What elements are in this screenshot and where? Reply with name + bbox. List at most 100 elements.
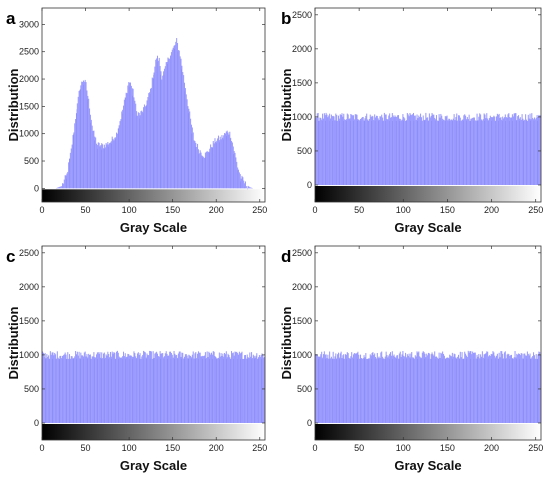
- histogram-bar: [486, 113, 488, 185]
- histogram-bar: [458, 115, 460, 185]
- histogram-bar: [199, 150, 201, 189]
- histogram-bar: [123, 99, 125, 189]
- histogram-bar: [443, 353, 445, 423]
- histogram-bar: [500, 117, 502, 185]
- histogram-bar: [246, 354, 248, 423]
- histogram-bar: [375, 117, 377, 185]
- x-axis-label: Gray Scale: [394, 458, 461, 473]
- histogram-bar: [229, 357, 231, 423]
- histogram-bar: [150, 87, 152, 189]
- histogram-bar: [236, 351, 238, 423]
- x-tick-label: 200: [484, 205, 499, 215]
- histogram-bar: [207, 357, 209, 423]
- histogram-bar: [324, 354, 326, 423]
- histogram-bar: [237, 167, 239, 189]
- histogram-bar: [335, 113, 337, 185]
- histogram-bar: [223, 135, 225, 189]
- x-tick-label: 100: [396, 443, 411, 453]
- histogram-bar: [177, 50, 179, 189]
- y-tick-label: 2500: [292, 248, 312, 258]
- histogram-bar: [96, 145, 98, 189]
- histogram-bar: [415, 119, 417, 185]
- histogram-bar: [491, 117, 493, 185]
- histogram-bar: [352, 115, 354, 185]
- histogram-bar: [476, 354, 478, 423]
- histogram-bar: [60, 355, 62, 423]
- histogram-bar: [456, 113, 458, 185]
- histogram-bar: [400, 120, 402, 185]
- histogram-bar: [385, 351, 387, 423]
- histogram-bar: [529, 353, 531, 423]
- histogram-bar: [426, 117, 428, 185]
- histogram-bar: [120, 357, 122, 423]
- histogram-bar: [179, 56, 181, 189]
- histogram-bar: [211, 354, 213, 423]
- histogram-bar: [136, 115, 138, 189]
- histogram-bar: [477, 120, 479, 185]
- histogram-bar: [435, 356, 437, 423]
- histogram-bar: [432, 114, 434, 185]
- histogram-bar: [63, 179, 65, 189]
- histogram-bar: [118, 356, 120, 423]
- histogram-bar: [373, 120, 375, 185]
- histogram-bar: [105, 354, 107, 423]
- histogram-bar: [139, 353, 141, 423]
- histogram-bar: [176, 38, 178, 189]
- histogram-bar: [174, 44, 176, 189]
- histogram-bar: [183, 356, 186, 423]
- histogram-bar: [382, 117, 384, 185]
- histogram-bar: [89, 354, 91, 423]
- histogram-bar: [519, 117, 521, 185]
- histogram-bar: [239, 174, 241, 189]
- plot-frame: [314, 7, 542, 203]
- histogram-bar: [409, 113, 411, 185]
- histogram-bar: [153, 357, 155, 423]
- histogram-bars: [55, 38, 253, 189]
- histogram-bar: [528, 118, 530, 185]
- y-tick-label: 1000: [292, 112, 312, 122]
- x-tick-label: 250: [528, 443, 543, 453]
- histogram-bar: [216, 140, 218, 189]
- x-tick-label: 250: [252, 443, 267, 453]
- histogram-bar: [47, 356, 49, 423]
- histogram-bar: [140, 111, 142, 189]
- y-tick-label: 2500: [19, 248, 39, 258]
- histogram-bar: [404, 356, 406, 423]
- histogram-bar: [95, 357, 97, 423]
- histogram-bar: [531, 357, 533, 423]
- histogram-bar: [468, 114, 470, 185]
- histogram-bar: [147, 355, 149, 423]
- histogram-bar: [181, 65, 183, 189]
- histogram-bar: [534, 119, 536, 185]
- histogram-bar: [515, 113, 517, 185]
- histogram-bar: [443, 355, 445, 423]
- histogram-bar: [427, 355, 429, 423]
- histogram-bar: [328, 115, 330, 185]
- histogram-bar: [239, 353, 241, 423]
- histogram-bar: [460, 120, 462, 185]
- histogram-bar: [77, 355, 79, 423]
- x-tick-label: 50: [354, 443, 364, 453]
- histogram-bar: [103, 144, 105, 189]
- histogram-bar: [105, 143, 107, 189]
- y-tick-label: 2000: [19, 74, 39, 84]
- histogram-bar: [405, 357, 407, 423]
- histogram-bar: [340, 351, 342, 423]
- histogram-bar: [334, 120, 336, 185]
- histogram-bar: [529, 113, 531, 185]
- histogram-bar: [90, 358, 92, 423]
- histogram-bar: [149, 350, 151, 423]
- histogram-bar: [204, 158, 206, 189]
- histogram-bar: [112, 138, 114, 189]
- histogram-bar: [360, 358, 362, 423]
- histogram-bar: [143, 350, 145, 423]
- y-tick-label: 0: [307, 180, 312, 190]
- histogram-bar: [190, 124, 192, 189]
- histogram-bar: [70, 148, 72, 189]
- histogram-bar: [116, 132, 118, 189]
- histogram-bar: [244, 354, 246, 423]
- histogram-bar: [214, 355, 216, 423]
- histogram-bar: [400, 356, 402, 423]
- histogram-bar: [397, 358, 400, 423]
- histogram-bar: [184, 88, 186, 189]
